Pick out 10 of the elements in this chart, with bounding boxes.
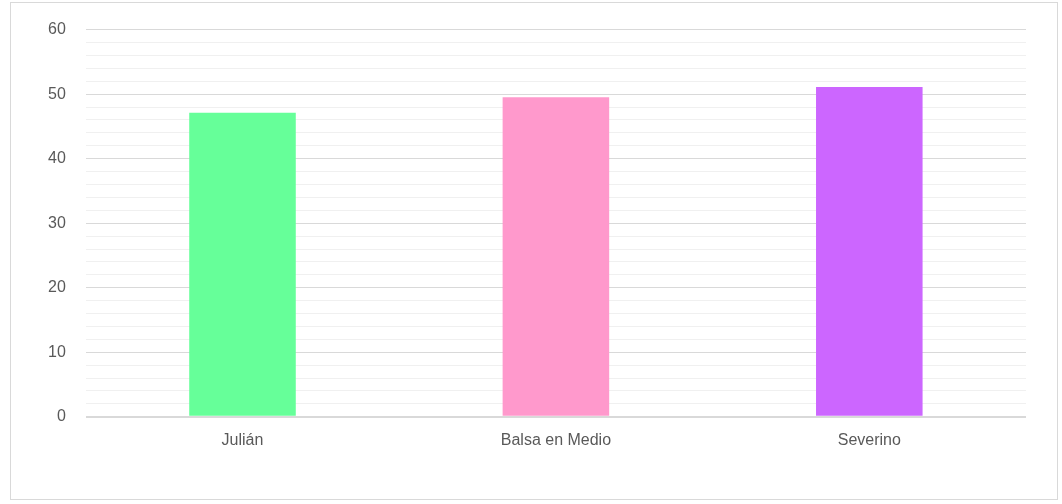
- y-tick-label: 10: [48, 342, 66, 360]
- y-tick-label: 50: [48, 84, 66, 102]
- y-tick-label: 40: [48, 149, 66, 167]
- x-tick-label: Balsa en Medio: [500, 430, 612, 448]
- x-tick-label: Severino: [837, 430, 901, 448]
- y-tick-label: 30: [48, 213, 66, 231]
- y-tick-label: 20: [48, 278, 66, 296]
- y-tick-label: 60: [48, 20, 66, 38]
- y-tick-label: 0: [56, 407, 66, 425]
- x-tick-label: Julián: [221, 430, 264, 448]
